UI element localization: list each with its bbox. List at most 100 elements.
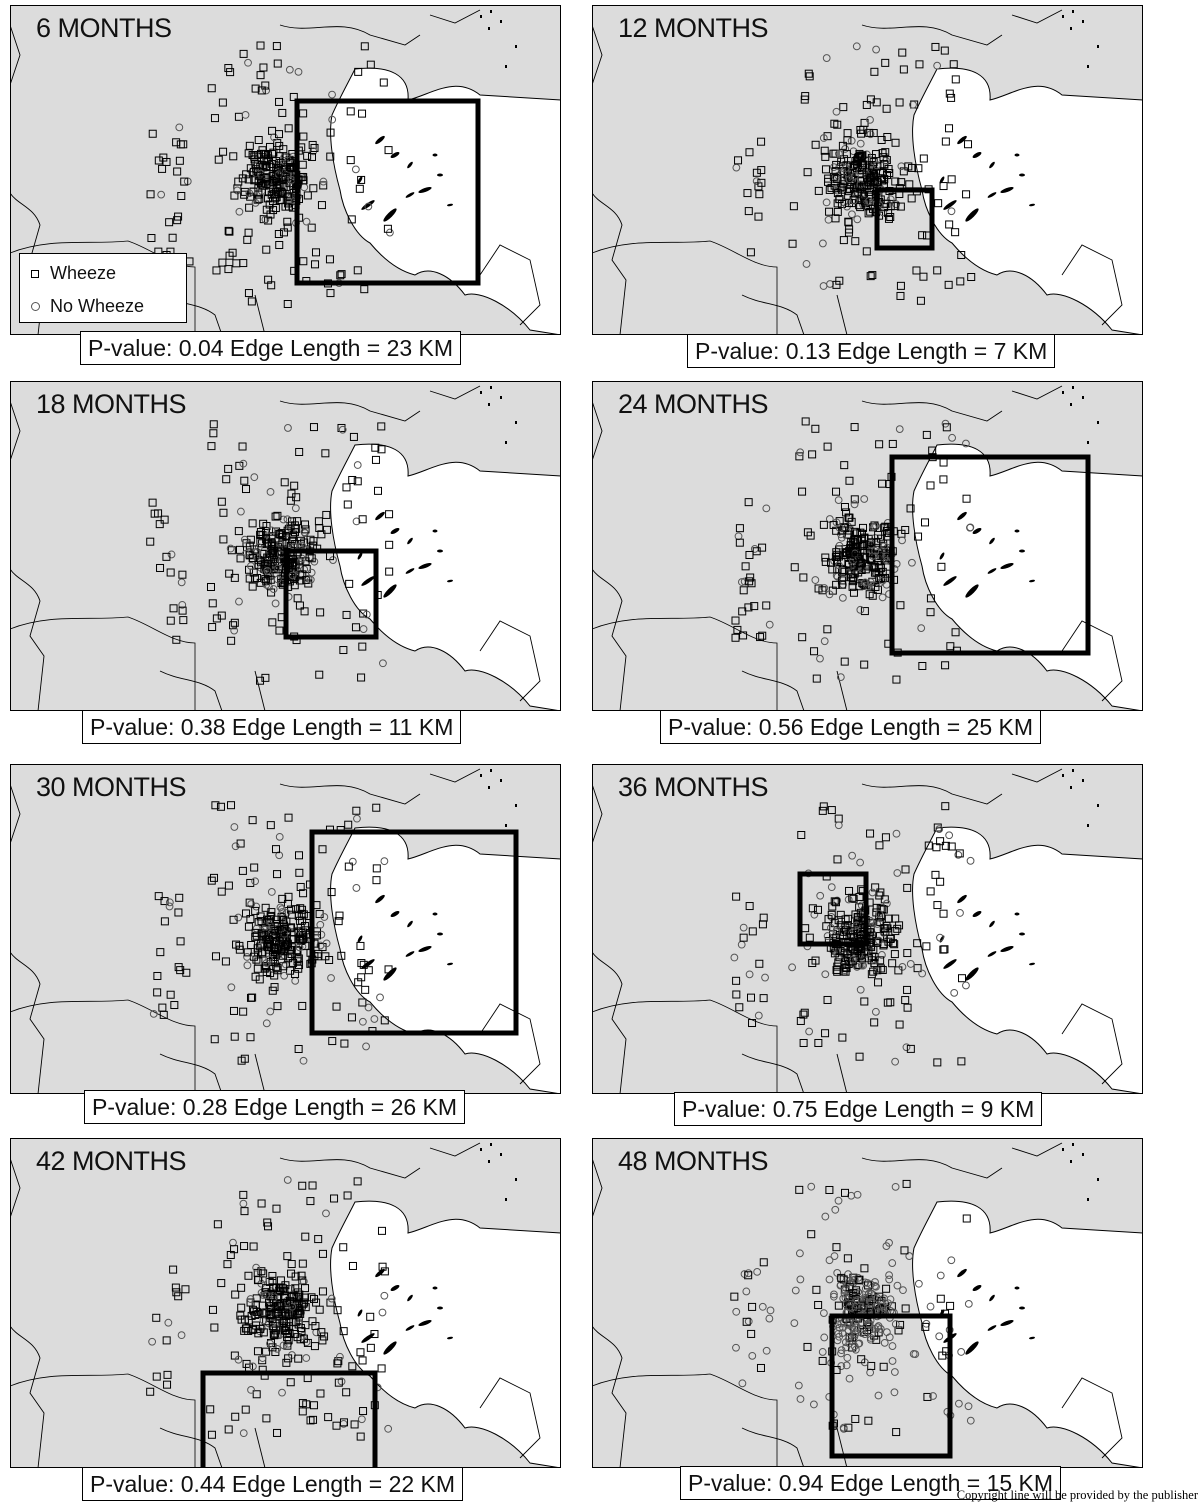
no-wheeze-marker [873,1323,882,1332]
wheeze-marker [851,1294,860,1303]
harbor-water [330,67,561,335]
map-canvas [592,5,1143,335]
island [390,527,400,535]
wheeze-marker [305,553,314,562]
wheeze-marker [894,966,903,975]
island [488,1160,490,1163]
wheeze-marker [380,1016,389,1025]
no-wheeze-marker [370,1015,379,1023]
wheeze-marker [208,623,217,632]
no-wheeze-marker [834,561,843,570]
wheeze-marker [884,914,893,923]
no-wheeze-marker [307,568,316,577]
wheeze-marker [879,924,888,933]
wheeze-marker [353,266,362,275]
wheeze-marker [903,1003,912,1012]
wheeze-marker [941,137,950,146]
no-wheeze-marker [948,433,956,442]
wheeze-marker [940,945,949,954]
wheeze-marker [835,195,844,204]
wheeze-marker [833,557,842,566]
wheeze-marker [936,837,945,846]
wheeze-marker [884,214,893,223]
no-wheeze-marker [283,1176,292,1184]
wheeze-marker [945,220,954,229]
wheeze-marker [870,67,879,76]
wheeze-marker [273,511,282,520]
wheeze-marker [889,939,898,948]
wheeze-marker [866,272,875,281]
no-wheeze-marker [950,988,959,997]
wheeze-marker [859,523,868,532]
wheeze-marker [332,1002,341,1011]
wheeze-marker [868,271,877,280]
no-wheeze-marker [936,1271,945,1280]
cluster-box [874,187,935,251]
wheeze-marker [888,959,897,968]
wheeze-marker [218,98,227,107]
no-wheeze-marker [236,507,245,516]
wheeze-marker [210,1035,219,1044]
wheeze-marker [316,1389,325,1398]
wheeze-marker [838,141,847,150]
town-boundary [429,385,481,400]
no-wheeze-marker [848,1323,857,1332]
no-wheeze-marker [739,923,748,932]
wheeze-marker [222,475,231,484]
wheeze-marker [261,574,270,583]
wheeze-marker [359,960,368,969]
wheeze-marker [923,1392,932,1401]
no-wheeze-marker [892,200,901,209]
map-legend: Wheeze No Wheeze [19,253,187,323]
no-wheeze-marker [243,953,251,961]
wheeze-marker [842,508,851,517]
island [437,549,443,553]
wheeze-marker [872,98,881,107]
no-wheeze-marker [820,584,829,592]
wheeze-marker [866,207,875,216]
no-wheeze-marker [867,1280,875,1289]
wheeze-marker [299,132,308,141]
wheeze-marker [240,1054,249,1063]
wheeze-marker [254,1275,263,1284]
wheeze-marker [210,114,219,123]
wheeze-marker [823,625,832,634]
wheeze-marker [739,586,748,595]
no-wheeze-marker [762,504,771,513]
no-wheeze-marker [837,533,846,542]
wheeze-marker [287,1269,296,1278]
island [939,176,945,184]
wheeze-marker [855,1275,864,1284]
island [447,203,453,207]
island [447,579,453,583]
caption-48-months: P-value: 0.94 Edge Length = 15 KM [680,1466,1062,1500]
wheeze-marker [298,1001,307,1010]
wheeze-marker [844,217,853,226]
wheeze-marker [748,1302,757,1311]
no-wheeze-marker [865,197,873,205]
wheeze-marker [877,135,886,144]
wheeze-marker [830,919,839,928]
wheeze-marker [275,626,284,635]
island [1019,173,1025,177]
no-wheeze-marker [762,1346,771,1355]
wheeze-marker [240,1326,249,1335]
no-wheeze-marker [316,920,325,929]
wheeze-marker [256,41,265,50]
wheeze-marker [866,95,875,104]
land-boundary [592,616,778,711]
wheeze-marker [296,1309,305,1318]
wheeze-marker [301,1284,310,1293]
no-wheeze-marker [873,161,881,170]
town-boundary [429,1142,481,1157]
wheeze-marker [846,927,855,936]
wheeze-marker [757,166,766,175]
wheeze-marker [212,614,221,623]
no-wheeze-marker [157,190,166,199]
wheeze-marker [918,662,927,671]
no-wheeze-marker [796,448,805,457]
wheeze-marker [807,1230,816,1239]
wheeze-marker [877,534,886,543]
wheeze-marker [214,155,223,164]
wheeze-marker [267,908,276,917]
